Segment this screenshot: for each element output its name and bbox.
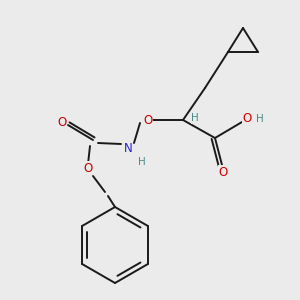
Text: H: H bbox=[138, 157, 146, 167]
Text: H: H bbox=[256, 114, 264, 124]
Text: O: O bbox=[143, 113, 153, 127]
Text: H: H bbox=[191, 113, 199, 123]
Text: N: N bbox=[124, 142, 132, 154]
Text: O: O bbox=[83, 161, 93, 175]
Text: O: O bbox=[218, 166, 228, 178]
Text: O: O bbox=[242, 112, 252, 125]
Text: O: O bbox=[57, 116, 67, 130]
